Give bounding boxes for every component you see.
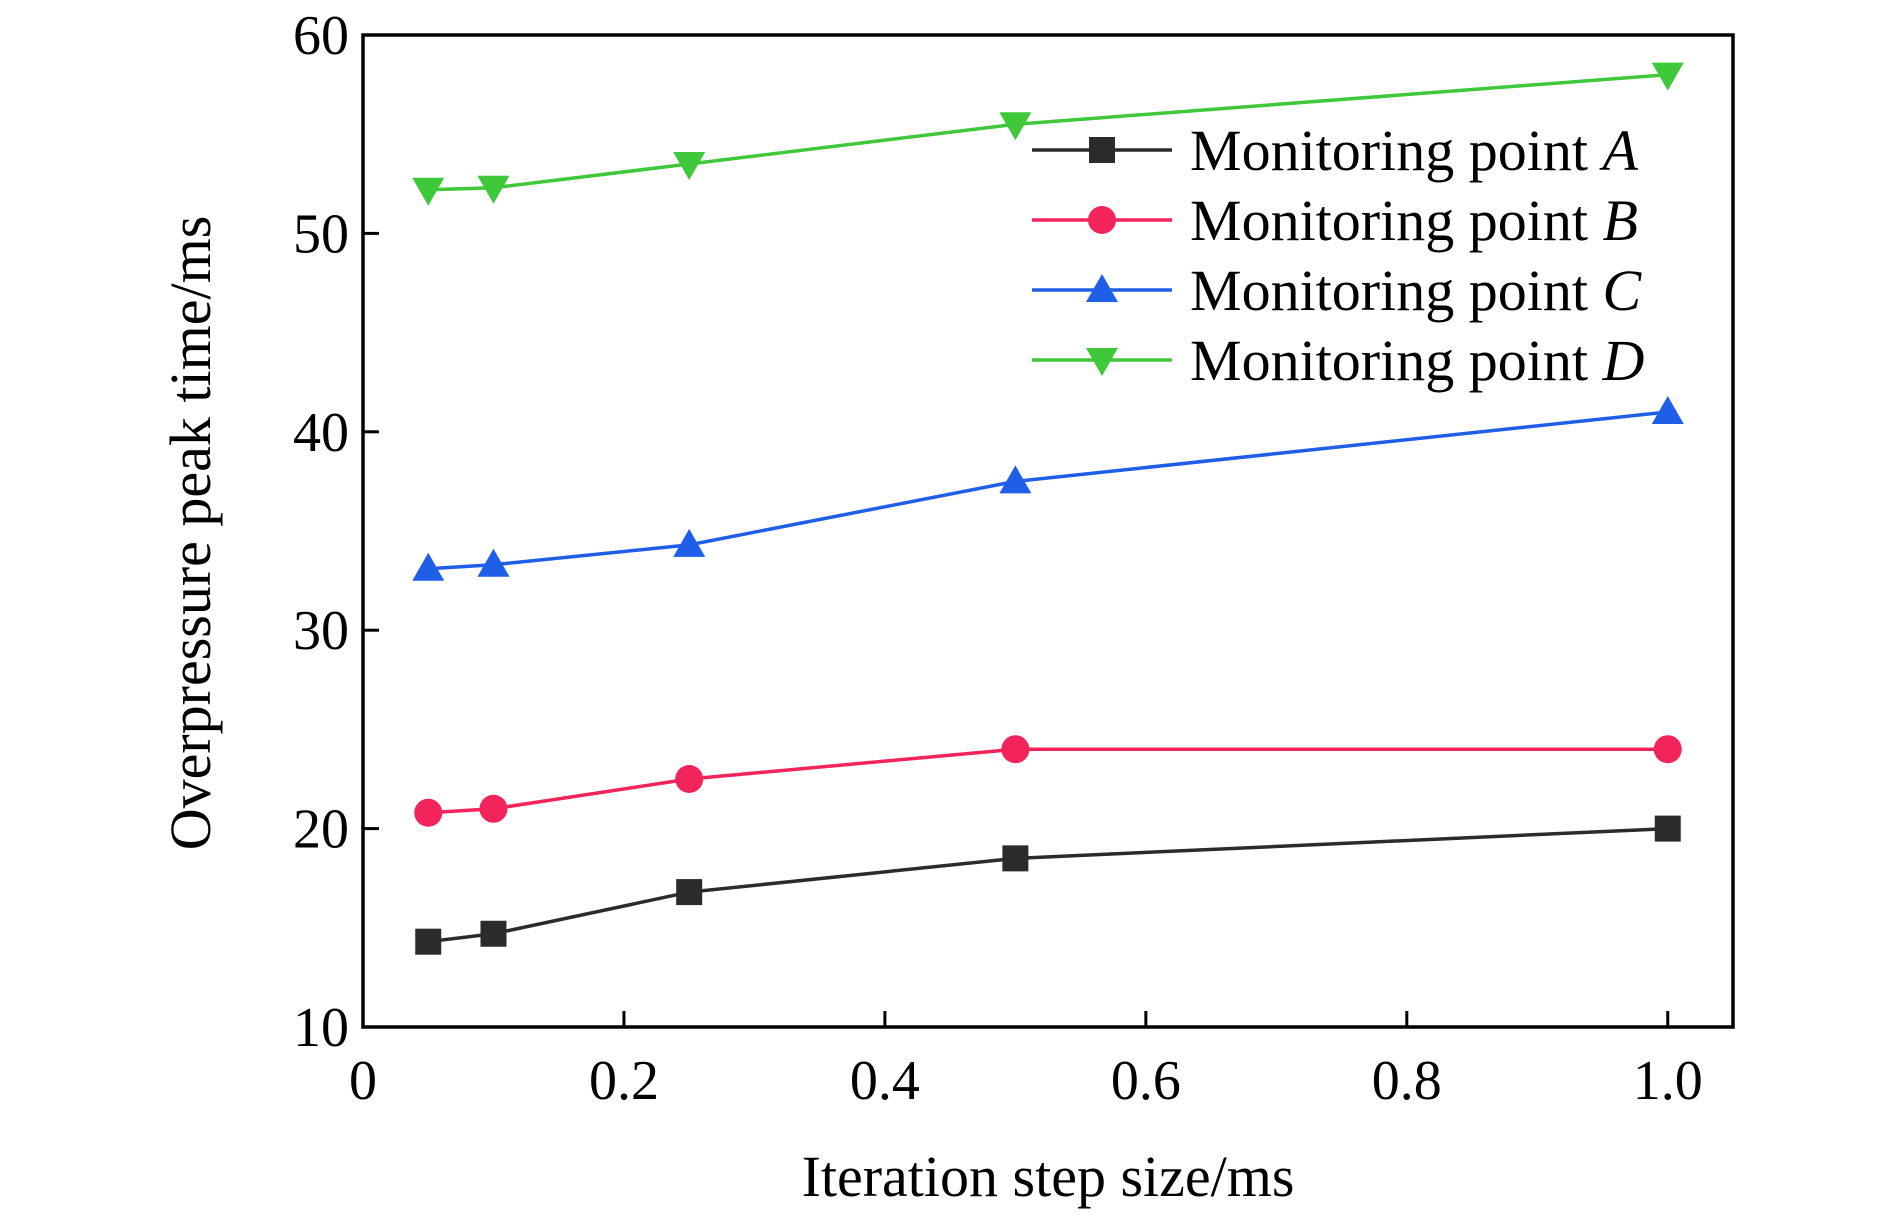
legend-marker [1086, 348, 1118, 376]
legend-item: Monitoring point B [1032, 188, 1638, 253]
legend-label-prefix: Monitoring point [1190, 258, 1602, 323]
legend-label-prefix: Monitoring point [1190, 118, 1602, 183]
series-D [412, 62, 1684, 206]
data-point [673, 151, 706, 180]
data-point [675, 765, 704, 793]
x-axis-title: Iteration step size/ms [802, 1144, 1295, 1209]
x-tick-label: 0.8 [1372, 1050, 1442, 1112]
data-point [414, 798, 443, 827]
legend-item: Monitoring point A [1032, 118, 1638, 183]
x-tick-label: 0.2 [589, 1050, 659, 1112]
y-tick-label: 50 [293, 203, 349, 265]
y-axis-title: Overpressure peak time/ms [158, 216, 223, 851]
legend-label-point: C [1602, 258, 1642, 323]
legend-marker [1086, 274, 1118, 302]
legend-label: Monitoring point A [1190, 118, 1638, 183]
x-tick-label: 0 [349, 1050, 377, 1112]
legend-marker [1088, 206, 1116, 234]
legend-label-point: D [1601, 328, 1644, 393]
x-tick-label: 0.6 [1111, 1050, 1181, 1112]
data-point [412, 552, 445, 581]
data-point [480, 920, 507, 947]
y-tick-label: 10 [293, 997, 349, 1059]
data-point [676, 879, 703, 906]
data-point [1654, 815, 1681, 842]
x-tick-label: 0.4 [850, 1050, 920, 1112]
data-point [1651, 62, 1684, 91]
data-point [999, 112, 1032, 141]
data-point [999, 465, 1032, 494]
series-line [428, 410, 1668, 571]
legend-label: Monitoring point C [1190, 258, 1642, 323]
legend-label-point: B [1602, 188, 1637, 253]
data-point [477, 548, 510, 577]
y-tick-label: 60 [293, 5, 349, 67]
legend-item: Monitoring point D [1032, 328, 1644, 393]
series-line [428, 826, 1668, 944]
legend-label-prefix: Monitoring point [1190, 188, 1602, 253]
data-point [1002, 845, 1029, 872]
y-tick-label: 20 [293, 799, 349, 861]
series-C [412, 395, 1684, 581]
data-point [673, 528, 706, 557]
data-point [415, 928, 442, 955]
data-point [479, 794, 508, 823]
data-point [1653, 735, 1682, 764]
series-B [414, 735, 1682, 827]
legend-label-point: A [1598, 118, 1638, 183]
legend-label: Monitoring point B [1190, 188, 1638, 253]
data-point [477, 175, 510, 204]
legend-item: Monitoring point C [1032, 258, 1642, 323]
series-layer [412, 62, 1684, 955]
x-tick-label: 1.0 [1633, 1050, 1703, 1112]
plot-frame [361, 33, 1735, 1029]
legend-label-prefix: Monitoring point [1190, 328, 1602, 393]
series-A [415, 815, 1681, 955]
series-line [428, 747, 1668, 815]
y-tick-label: 40 [293, 402, 349, 464]
data-point [1001, 735, 1030, 764]
data-point [1651, 395, 1684, 424]
data-point [412, 177, 445, 206]
axes-layer: 0 0.2 0.4 0.6 0.8 1.0 10 20 30 40 50 60 [293, 5, 1735, 1112]
y-tick-label: 30 [293, 600, 349, 662]
legend-label: Monitoring point D [1190, 328, 1644, 393]
legend-marker [1089, 137, 1115, 163]
